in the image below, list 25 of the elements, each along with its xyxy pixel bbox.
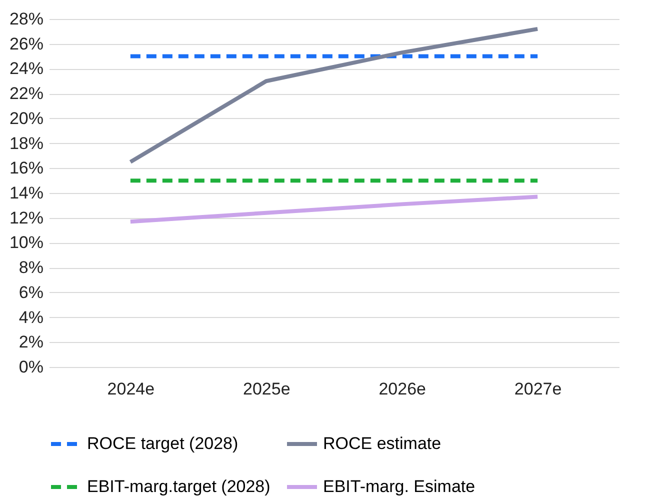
y-tick-label: 14%	[9, 184, 44, 202]
y-tick-label: 2%	[18, 332, 44, 352]
x-tick-label: 2027e	[514, 380, 562, 398]
y-tick-label: 0%	[18, 358, 44, 376]
y-tick-label: 10%	[9, 233, 44, 252]
y-tick-label: 22%	[9, 84, 44, 104]
x-tick-label: 2024e	[107, 380, 155, 398]
legend-label: EBIT-marg. Esimate	[323, 477, 476, 496]
y-tick-label: 4%	[18, 308, 44, 327]
y-tick-label: 18%	[9, 134, 44, 153]
y-tick-label: 24%	[9, 59, 44, 78]
line-series	[128, 194, 540, 224]
y-tick-label: 28%	[9, 10, 44, 28]
legend-label: ROCE estimate	[323, 434, 442, 453]
y-tick-label: 16%	[9, 158, 44, 178]
y-tick-label: 20%	[9, 108, 44, 128]
line-series	[128, 26, 540, 164]
y-tick-label: 8%	[18, 258, 44, 278]
legend-label: EBIT-marg.target (2028)	[87, 477, 270, 496]
x-tick-label: 2026e	[378, 380, 426, 398]
y-tick-label: 26%	[9, 34, 44, 54]
x-tick-label: 2025e	[243, 380, 290, 398]
y-tick-label: 6%	[18, 282, 44, 302]
legend-label: ROCE target (2028)	[87, 434, 238, 453]
y-tick-label: 12%	[9, 208, 44, 228]
